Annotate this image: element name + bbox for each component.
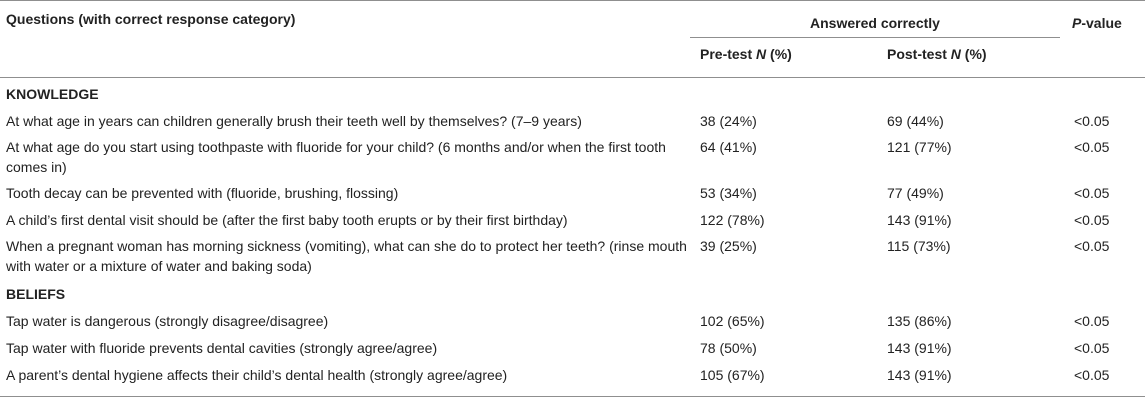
answered-correctly-rule <box>690 37 1060 38</box>
pretest-header: Pre-test N (%) <box>700 44 792 64</box>
table-row-question: At what age do you start using toothpast… <box>6 139 666 175</box>
table-row-pretest: 122 (78%) <box>700 212 765 228</box>
pretest-suffix: (%) <box>766 46 792 62</box>
table-row-question: Tooth decay can be prevented with (fluor… <box>6 185 399 201</box>
table-row-pretest: 38 (24%) <box>700 113 757 129</box>
table-row-pretest: 39 (25%) <box>700 238 757 254</box>
table-row-question: A child’s first dental visit should be (… <box>6 212 568 228</box>
table-row-posttest: 143 (91%) <box>887 367 952 383</box>
section-title-beliefs: BELIEFS <box>6 286 66 302</box>
table-row-pvalue: <0.05 <box>1074 238 1110 254</box>
table-row-posttest: 77 (49%) <box>887 185 944 201</box>
table-row-pretest: 105 (67%) <box>700 367 765 383</box>
pvalue-suffix-label: -value <box>1081 15 1122 31</box>
posttest-n: N <box>950 46 961 62</box>
table-row-posttest: 115 (73%) <box>887 238 951 254</box>
answered-correctly-header: Answered correctly <box>810 15 940 31</box>
table-row-pretest: 64 (41%) <box>700 139 757 155</box>
questions-header: Questions (with correct response categor… <box>6 11 296 27</box>
table-row-question: When a pregnant woman has morning sickne… <box>6 238 687 274</box>
table-row-question: At what age in years can children genera… <box>6 113 582 129</box>
table-row-pretest: 102 (65%) <box>700 313 765 329</box>
table-row-pvalue: <0.05 <box>1074 113 1110 129</box>
pvalue-p-label: P <box>1072 15 1082 31</box>
bottom-rule <box>0 396 1145 397</box>
table-row-pvalue: <0.05 <box>1074 212 1110 228</box>
table-row-posttest: 143 (91%) <box>887 340 952 356</box>
table-row-question: A parent’s dental hygiene affects their … <box>6 367 508 383</box>
table-row-question: Tap water with fluoride prevents dental … <box>6 340 438 356</box>
table-row-question: Tap water is dangerous (strongly disagre… <box>6 313 329 329</box>
section-title-knowledge: KNOWLEDGE <box>6 86 99 102</box>
table-row-pvalue: <0.05 <box>1074 139 1110 155</box>
posttest-suffix: (%) <box>960 46 987 62</box>
table-row-pretest: 78 (50%) <box>700 340 757 356</box>
posttest-header: Post-test N (%) <box>887 44 987 64</box>
table-row-posttest: 121 (77%) <box>887 139 952 155</box>
top-rule <box>0 0 1145 1</box>
table-row-pvalue: <0.05 <box>1074 367 1110 383</box>
pretest-prefix: Pre-test <box>700 46 757 62</box>
table-row-pvalue: <0.05 <box>1074 340 1110 356</box>
table-row-pretest: 53 (34%) <box>700 185 757 201</box>
pvalue-header: P-value <box>1072 13 1122 33</box>
posttest-prefix: Post-test <box>887 46 951 62</box>
table-row-posttest: 143 (91%) <box>887 212 952 228</box>
table-row-posttest: 69 (44%) <box>887 113 944 129</box>
header-bottom-rule <box>0 77 1145 78</box>
table-row-posttest: 135 (86%) <box>887 313 952 329</box>
table-row-pvalue: <0.05 <box>1074 313 1110 329</box>
table-row-pvalue: <0.05 <box>1074 185 1110 201</box>
pretest-n: N <box>756 46 767 62</box>
